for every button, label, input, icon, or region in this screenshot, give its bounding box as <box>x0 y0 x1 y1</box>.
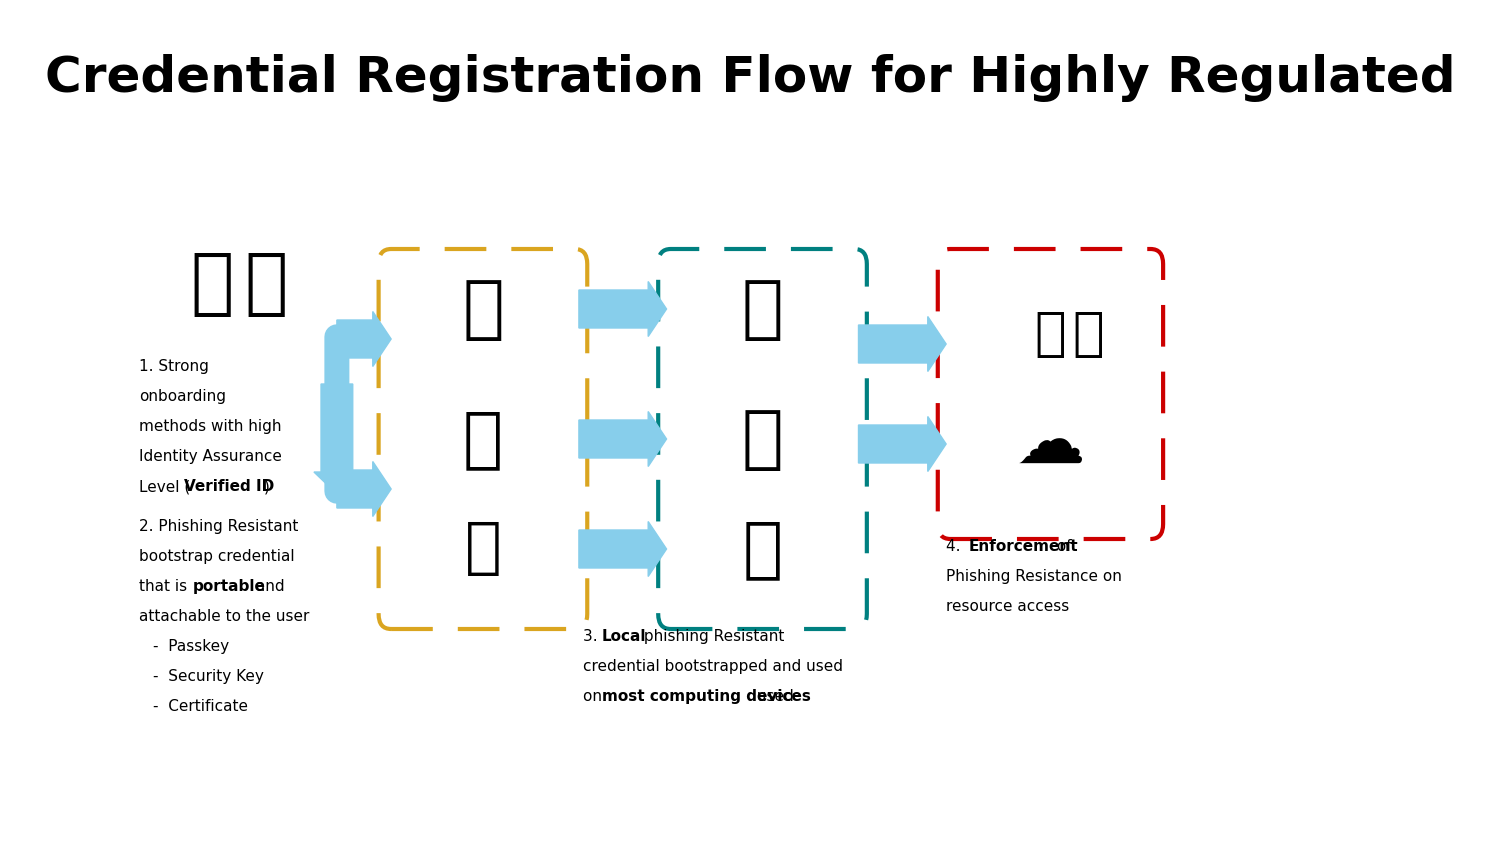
Text: used: used <box>752 689 794 704</box>
Text: Verified ID: Verified ID <box>184 479 274 494</box>
FancyArrow shape <box>858 316 946 371</box>
Text: Local: Local <box>602 629 646 644</box>
Text: 🖨: 🖨 <box>1072 308 1104 360</box>
Text: 2. Phishing Resistant: 2. Phishing Resistant <box>140 519 298 534</box>
Text: bootstrap credential: bootstrap credential <box>140 549 294 564</box>
FancyArrow shape <box>338 462 392 517</box>
Text: Enforcement: Enforcement <box>969 539 1078 554</box>
Text: 🖥️: 🖥️ <box>741 275 783 343</box>
Text: that is: that is <box>140 579 192 594</box>
Text: 3.: 3. <box>584 629 603 644</box>
Text: -  Passkey: - Passkey <box>153 639 230 654</box>
Text: on: on <box>584 689 608 704</box>
FancyArrow shape <box>338 311 392 366</box>
Text: Level (: Level ( <box>140 479 190 494</box>
Text: ☁️: ☁️ <box>1016 410 1084 478</box>
FancyArrow shape <box>579 282 666 337</box>
FancyArrow shape <box>858 416 946 472</box>
FancyArrow shape <box>314 384 360 494</box>
Text: phishing Resistant: phishing Resistant <box>639 629 784 644</box>
Text: 👤: 👤 <box>190 250 234 318</box>
Text: portable: portable <box>192 579 266 594</box>
Text: attachable to the user: attachable to the user <box>140 609 309 624</box>
FancyArrow shape <box>579 522 666 576</box>
Text: 🖥: 🖥 <box>1035 308 1066 360</box>
Text: credential bootstrapped and used: credential bootstrapped and used <box>584 659 843 674</box>
Text: and: and <box>251 579 285 594</box>
Text: 🪪: 🪪 <box>465 520 501 578</box>
FancyArrow shape <box>579 412 666 467</box>
Text: of: of <box>1052 539 1071 554</box>
Text: 1. Strong: 1. Strong <box>140 359 208 374</box>
Text: resource access: resource access <box>946 599 1070 614</box>
Text: -  Certificate: - Certificate <box>153 699 249 714</box>
Text: Identity Assurance: Identity Assurance <box>140 449 282 464</box>
Text: 4.: 4. <box>946 539 966 554</box>
Text: -  Security Key: - Security Key <box>153 669 264 684</box>
Text: 🚪: 🚪 <box>244 250 288 318</box>
Text: ): ) <box>264 479 270 494</box>
Text: most computing devices: most computing devices <box>603 689 812 704</box>
Text: 🔑: 🔑 <box>464 406 503 472</box>
Text: Credential Registration Flow for Highly Regulated: Credential Registration Flow for Highly … <box>45 54 1455 102</box>
Text: 📱: 📱 <box>462 275 504 343</box>
Text: 📱: 📱 <box>741 405 783 473</box>
Text: onboarding: onboarding <box>140 389 226 404</box>
Text: methods with high: methods with high <box>140 419 282 434</box>
Text: 💻: 💻 <box>742 516 783 582</box>
Text: Phishing Resistance on: Phishing Resistance on <box>946 569 1122 584</box>
